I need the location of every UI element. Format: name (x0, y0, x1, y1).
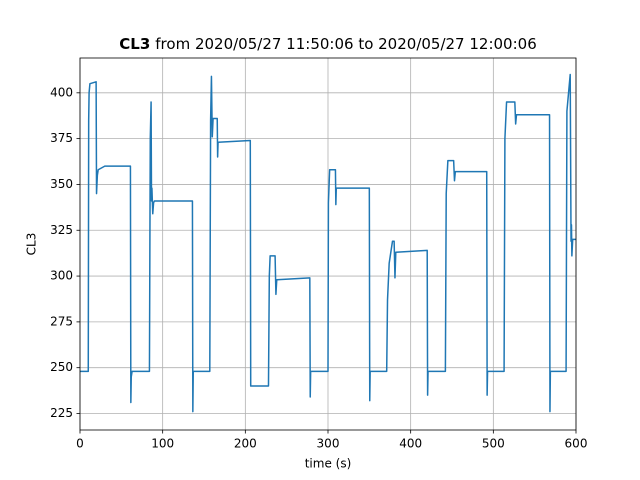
x-axis-label: time (s) (305, 457, 352, 471)
x-tick-label: 500 (482, 437, 505, 451)
x-tick-label: 200 (234, 437, 257, 451)
y-tick-label: 350 (50, 177, 73, 191)
y-axis-label: CL3 (25, 233, 39, 256)
plot-frame (79, 57, 577, 431)
x-tick-label: 600 (565, 437, 588, 451)
y-tick-label: 375 (50, 131, 73, 145)
y-tick-label: 250 (50, 360, 73, 374)
title-text: from 2020/05/27 11:50:06 to 2020/05/27 1… (155, 35, 536, 53)
x-tick-label: 100 (151, 437, 174, 451)
chart-title: CL3 from 2020/05/27 11:50:06 to 2020/05/2… (119, 35, 536, 53)
y-tick-label: 225 (50, 406, 73, 420)
y-tick-label: 275 (50, 314, 73, 328)
y-tick-label: 300 (50, 269, 73, 283)
y-tick-label: 400 (50, 85, 73, 99)
title-bold: CL3 (119, 35, 150, 53)
x-tick-label: 300 (317, 437, 340, 451)
x-tick-label: 400 (399, 437, 422, 451)
x-tick-label: 0 (76, 437, 84, 451)
y-tick-label: 325 (50, 223, 73, 237)
data-line (80, 73, 576, 413)
